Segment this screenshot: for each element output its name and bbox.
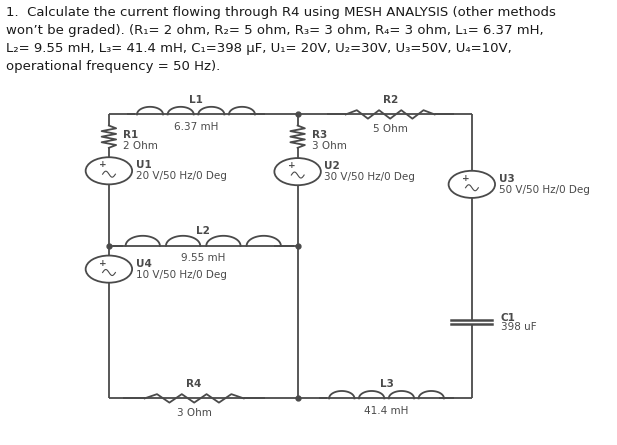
Text: won’t be graded). (R₁= 2 ohm, R₂= 5 ohm, R₃= 3 ohm, R₄= 3 ohm, L₁= 6.37 mH,: won’t be graded). (R₁= 2 ohm, R₂= 5 ohm,… xyxy=(6,24,544,37)
Text: R1: R1 xyxy=(123,129,139,140)
Text: 30 V/50 Hz/0 Deg: 30 V/50 Hz/0 Deg xyxy=(325,172,415,182)
Text: 2 Ohm: 2 Ohm xyxy=(123,141,159,151)
Text: U2: U2 xyxy=(325,161,340,171)
Text: operational frequency = 50 Hz).: operational frequency = 50 Hz). xyxy=(6,60,220,73)
Text: +: + xyxy=(288,161,296,170)
Text: U3: U3 xyxy=(499,174,515,184)
Text: 3 Ohm: 3 Ohm xyxy=(176,408,212,418)
Text: R2: R2 xyxy=(383,95,398,105)
Text: L₂= 9.55 mH, L₃= 41.4 mH, C₁=398 μF, U₁= 20V, U₂=30V, U₃=50V, U₄=10V,: L₂= 9.55 mH, L₃= 41.4 mH, C₁=398 μF, U₁=… xyxy=(6,42,511,55)
Text: 5 Ohm: 5 Ohm xyxy=(373,124,408,134)
Text: L1: L1 xyxy=(189,95,203,105)
Text: 1.  Calculate the current flowing through R4 using MESH ANALYSIS (other methods: 1. Calculate the current flowing through… xyxy=(6,6,556,19)
Text: 3 Ohm: 3 Ohm xyxy=(312,141,347,151)
Text: +: + xyxy=(99,259,107,267)
Text: 20 V/50 Hz/0 Deg: 20 V/50 Hz/0 Deg xyxy=(136,171,226,181)
Text: 10 V/50 Hz/0 Deg: 10 V/50 Hz/0 Deg xyxy=(136,270,226,279)
Text: 398 uF: 398 uF xyxy=(501,322,537,332)
Text: R3: R3 xyxy=(312,129,328,140)
Text: +: + xyxy=(99,160,107,169)
Text: R4: R4 xyxy=(186,379,202,389)
Text: U1: U1 xyxy=(136,160,152,170)
Text: C1: C1 xyxy=(501,313,516,323)
Text: U4: U4 xyxy=(136,259,152,269)
Text: +: + xyxy=(462,174,470,183)
Text: 41.4 mH: 41.4 mH xyxy=(365,406,408,416)
Text: L3: L3 xyxy=(379,379,394,389)
Text: 9.55 mH: 9.55 mH xyxy=(181,254,225,263)
Text: 6.37 mH: 6.37 mH xyxy=(174,122,218,132)
Text: L2: L2 xyxy=(196,227,210,236)
Text: 50 V/50 Hz/0 Deg: 50 V/50 Hz/0 Deg xyxy=(499,185,590,195)
